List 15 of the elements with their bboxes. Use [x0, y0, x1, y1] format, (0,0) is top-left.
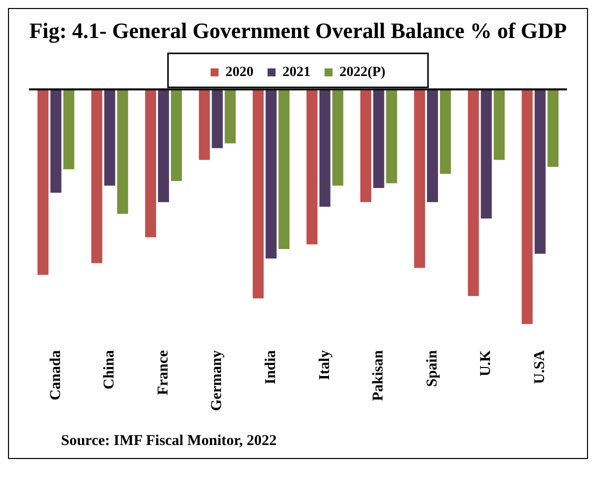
x-tick-label: France	[155, 350, 172, 396]
x-tick-label: U.SA	[532, 350, 548, 384]
x-tick-label: Germany	[209, 350, 226, 412]
x-tick-label: Italy	[316, 350, 333, 380]
x-tick-label: China	[102, 350, 118, 390]
x-tick-label: U.K	[478, 350, 494, 376]
source-note: Source: IMF Fiscal Monitor, 2022	[60, 432, 278, 451]
legend-label: 2020	[226, 65, 254, 80]
x-tick-label: Pakisan	[370, 350, 387, 402]
chart-title: Fig: 4.1- General Government Overall Balance % of GDP	[29, 18, 567, 43]
legend-label: 2021	[282, 65, 311, 80]
x-tick-label: India	[262, 350, 279, 384]
x-tick-label: Canada	[48, 350, 64, 400]
legend-label: 2022(P)	[340, 65, 386, 80]
x-tick-label: Spain	[424, 350, 440, 387]
